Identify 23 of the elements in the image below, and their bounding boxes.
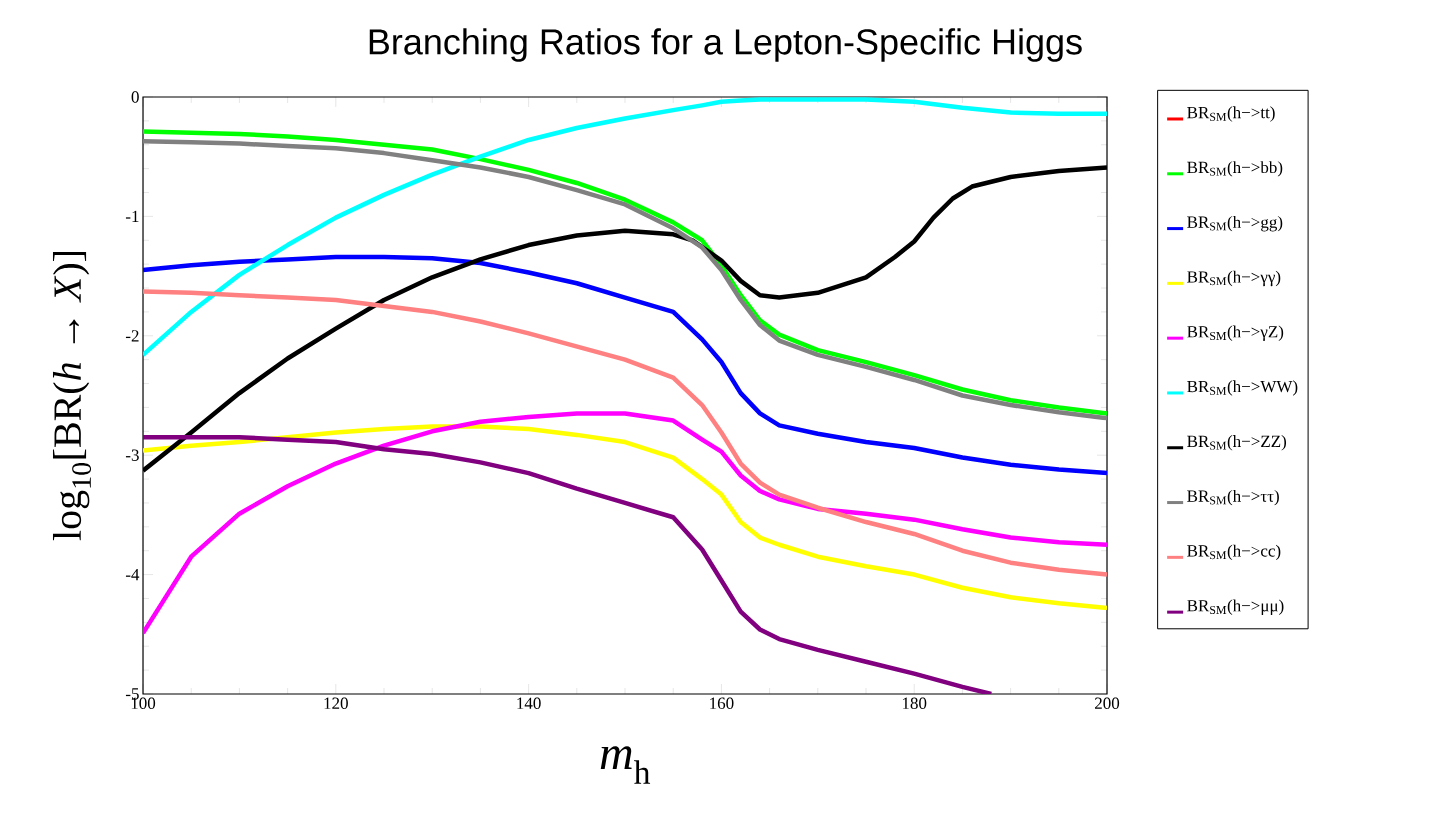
y-tick-label: -2	[125, 330, 139, 342]
y-tick-label: -1	[125, 210, 139, 223]
x-tick-label: 140	[517, 697, 541, 709]
x-tick-label: 180	[902, 697, 927, 709]
x-tick-label: 160	[710, 697, 734, 709]
y-tick-label: 0	[131, 91, 139, 103]
x-tick-label: 200	[1095, 697, 1120, 709]
legend-label: BR$_{SM}$(h−>bb)	[1187, 161, 1283, 177]
x-tick-label: 120	[324, 697, 348, 709]
x-axis-title: m$_{h}$	[600, 746, 651, 784]
chart-title: Branching Ratios for a Lepton-Specific Higgs	[369, 28, 1082, 62]
legend-label: BR$_{SM}$(h−>ZZ)	[1187, 435, 1287, 451]
y-tick-label: -3	[125, 449, 139, 461]
legend-label: BR$_{SM}$(h−>ττ)	[1187, 489, 1279, 506]
legend-label: BR$_{SM}$(h−>tt)	[1187, 106, 1275, 122]
legend-label: BR$_{SM}$(h−>cc)	[1187, 544, 1281, 561]
legend-label: BR$_{SM}$(h−>γZ)	[1187, 325, 1284, 341]
legend-label: BR$_{SM}$(h−>WW)	[1187, 380, 1298, 396]
legend-label: BR$_{SM}$(h−>μμ)	[1187, 599, 1284, 615]
legend-label: BR$_{SM}$(h−>gg)	[1187, 215, 1283, 232]
legend-label: BR$_{SM}$(h−>γγ)	[1187, 270, 1281, 287]
y-tick-label: -4	[125, 569, 140, 581]
y-axis-title: log$_{10}$[BR(h → X)]	[52, 251, 92, 541]
